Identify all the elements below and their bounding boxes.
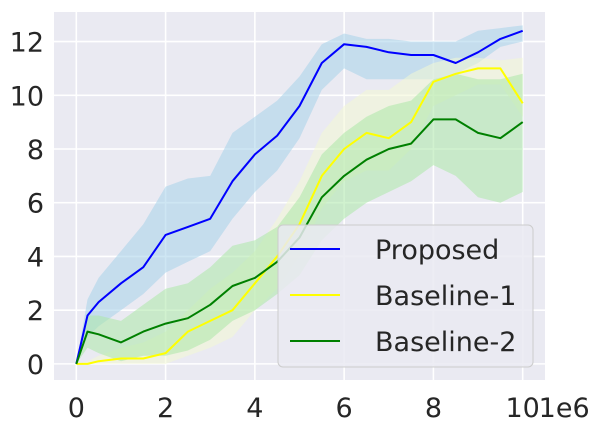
x-tick-label: 8	[425, 393, 442, 424]
y-tick-label: 12	[10, 28, 44, 59]
y-tick-label: 6	[27, 189, 44, 220]
series-line-1	[75, 29, 524, 365]
x-tick-label: 0	[68, 393, 85, 424]
x-tick-label: 4	[246, 393, 263, 424]
x-tick-label: 6	[336, 393, 353, 424]
legend-label-2: Baseline-1	[375, 281, 516, 312]
x-axis-ticks: 0 2 4 6 8 10	[68, 393, 540, 424]
legend-box	[277, 224, 534, 368]
x-tick-label: 2	[157, 393, 174, 424]
confidence-bands	[76, 25, 523, 364]
y-axis-ticks: 0 2 4 6 8 10 12	[10, 28, 44, 381]
y-tick-label: 0	[27, 350, 44, 381]
legend: Proposed Baseline-1 Baseline-2	[277, 224, 534, 368]
legend-label-1: Proposed	[375, 235, 499, 266]
y-tick-label: 10	[10, 81, 44, 112]
legend-label-3: Baseline-2	[375, 327, 516, 358]
y-tick-label: 4	[27, 242, 44, 273]
y-tick-label: 2	[27, 296, 44, 327]
series-band-3	[76, 73, 523, 364]
y-tick-label: 8	[27, 135, 44, 166]
x-axis-offset-label: 1e6	[539, 393, 590, 424]
x-tick-label: 10	[506, 393, 540, 424]
